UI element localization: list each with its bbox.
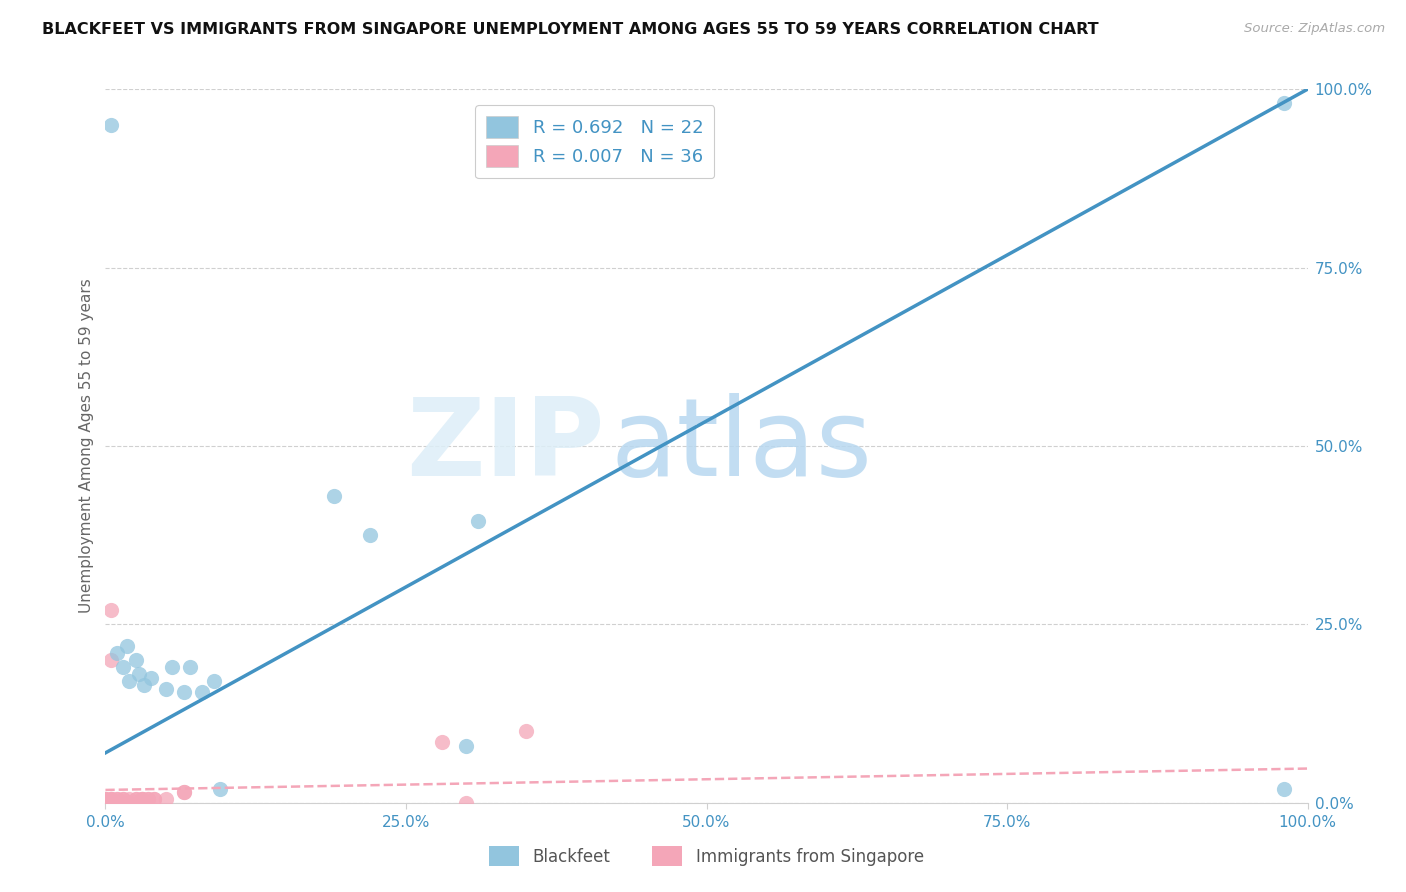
- Point: [94, 796, 117, 810]
- Point: [202, 674, 225, 689]
- Point: [173, 785, 195, 799]
- Point: [118, 792, 141, 806]
- Point: [107, 796, 129, 810]
- Point: [142, 792, 165, 806]
- Point: [131, 792, 153, 806]
- Legend: Blackfeet, Immigrants from Singapore: Blackfeet, Immigrants from Singapore: [482, 839, 931, 873]
- Point: [124, 792, 146, 806]
- Point: [94, 796, 117, 810]
- Point: [124, 653, 146, 667]
- Point: [454, 739, 477, 753]
- Point: [322, 489, 344, 503]
- Point: [94, 796, 117, 810]
- Point: [94, 792, 117, 806]
- Point: [359, 528, 381, 542]
- Text: ZIP: ZIP: [406, 393, 605, 499]
- Point: [100, 653, 122, 667]
- Point: [100, 792, 122, 806]
- Text: atlas: atlas: [610, 393, 872, 499]
- Point: [94, 792, 117, 806]
- Point: [173, 785, 195, 799]
- Point: [160, 660, 183, 674]
- Point: [107, 792, 129, 806]
- Point: [179, 660, 201, 674]
- Point: [454, 796, 477, 810]
- Point: [118, 796, 141, 810]
- Point: [1272, 96, 1295, 111]
- Point: [100, 796, 122, 810]
- Point: [155, 681, 177, 696]
- Point: [208, 781, 231, 796]
- Point: [131, 792, 153, 806]
- Point: [100, 118, 122, 132]
- Point: [515, 724, 537, 739]
- Point: [430, 735, 453, 749]
- Y-axis label: Unemployment Among Ages 55 to 59 years: Unemployment Among Ages 55 to 59 years: [79, 278, 94, 614]
- Point: [107, 792, 129, 806]
- Point: [100, 796, 122, 810]
- Text: Source: ZipAtlas.com: Source: ZipAtlas.com: [1244, 22, 1385, 36]
- Point: [100, 792, 122, 806]
- Point: [142, 792, 165, 806]
- Point: [115, 639, 138, 653]
- Point: [107, 646, 129, 660]
- Point: [118, 674, 141, 689]
- Point: [467, 514, 489, 528]
- Point: [1272, 781, 1295, 796]
- Point: [139, 671, 162, 685]
- Point: [100, 792, 122, 806]
- Point: [136, 792, 159, 806]
- Point: [124, 792, 146, 806]
- Point: [94, 792, 117, 806]
- Point: [155, 792, 177, 806]
- Point: [118, 796, 141, 810]
- Point: [173, 685, 195, 699]
- Point: [128, 667, 150, 681]
- Text: BLACKFEET VS IMMIGRANTS FROM SINGAPORE UNEMPLOYMENT AMONG AGES 55 TO 59 YEARS CO: BLACKFEET VS IMMIGRANTS FROM SINGAPORE U…: [42, 22, 1099, 37]
- Point: [131, 792, 153, 806]
- Point: [190, 685, 212, 699]
- Point: [132, 678, 155, 692]
- Point: [136, 792, 159, 806]
- Point: [112, 792, 135, 806]
- Point: [112, 660, 135, 674]
- Point: [112, 792, 135, 806]
- Point: [100, 603, 122, 617]
